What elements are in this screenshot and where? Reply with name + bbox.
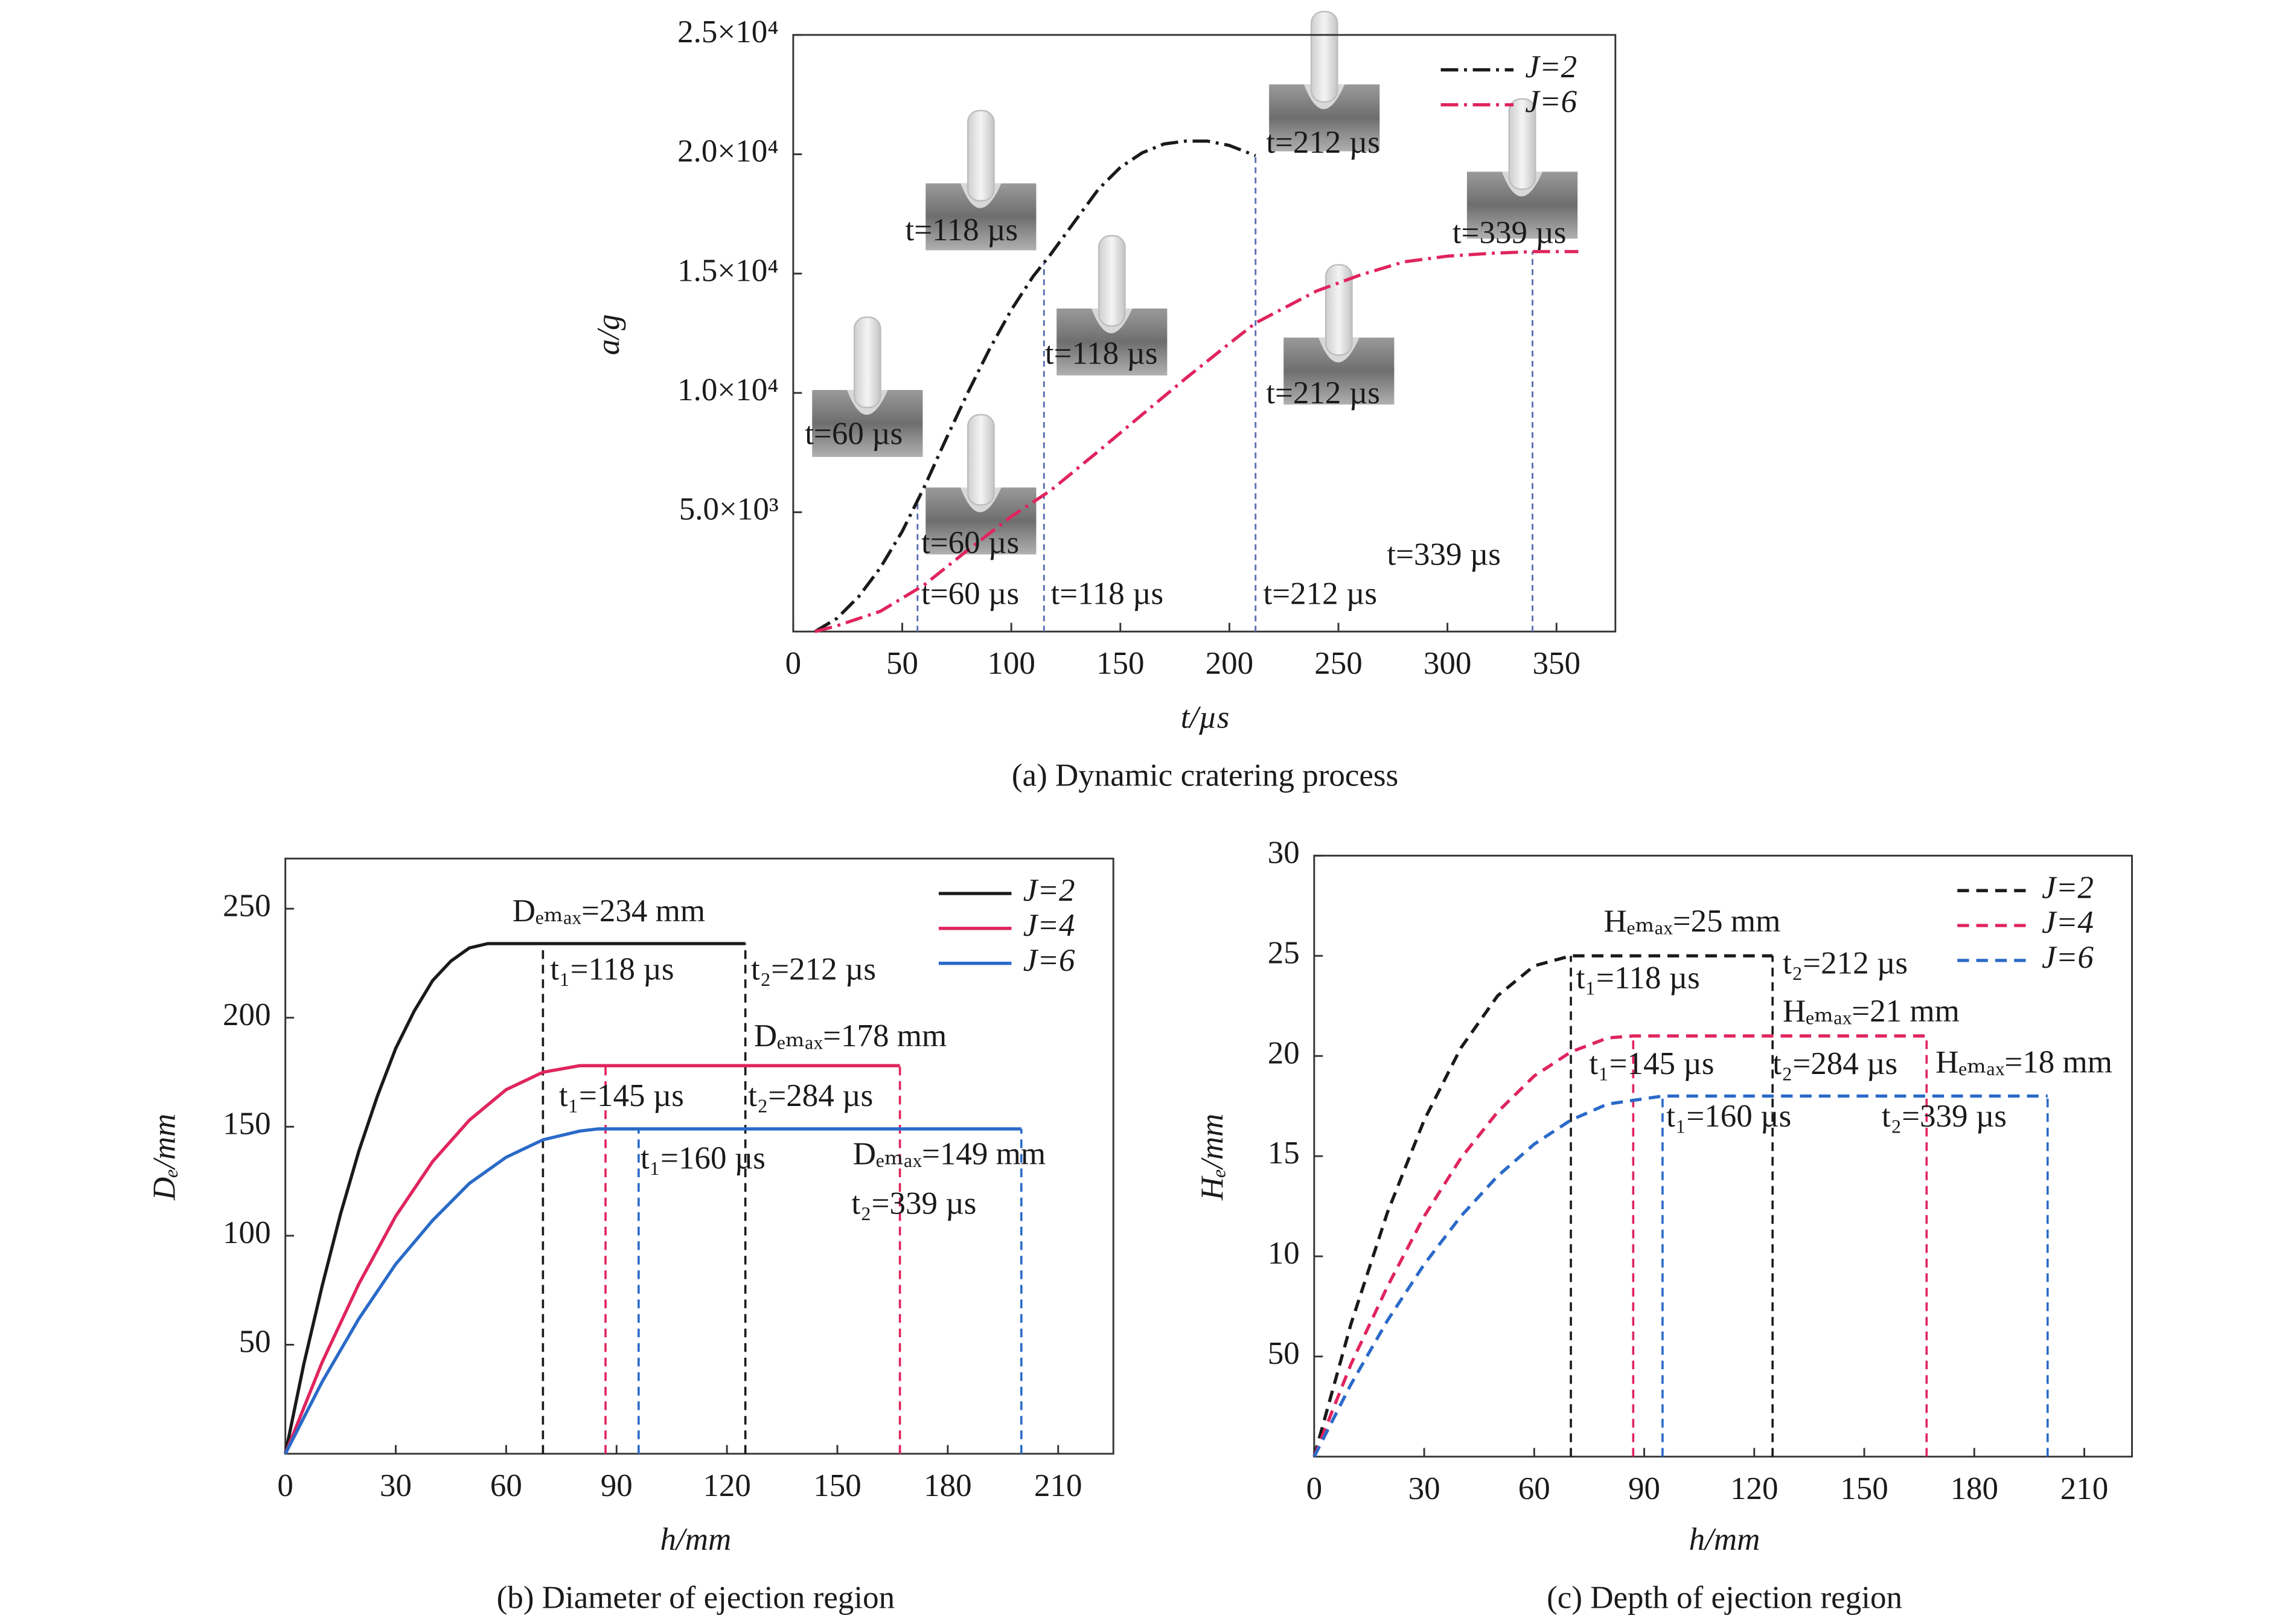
x-tick-label: 60 — [1518, 1471, 1550, 1506]
x-tick-label: 250 — [1314, 646, 1363, 681]
x-tick-label: 120 — [703, 1468, 751, 1503]
annotation: t₂=212 µs — [1783, 946, 1908, 981]
annotation: t=60 µs — [805, 416, 903, 451]
annotation: t=212 µs — [1263, 576, 1377, 611]
y-tick-label: 50 — [1268, 1336, 1300, 1371]
annotation: t=339 µs — [1453, 216, 1567, 251]
annotation: Dₑₘₐₓ=149 mm — [853, 1136, 1046, 1171]
y-tick-label: 2.5×10⁴ — [677, 14, 779, 50]
data-line — [284, 1127, 1021, 1455]
annotation: t=60 µs — [921, 576, 1019, 611]
x-tick-label: 0 — [277, 1468, 293, 1503]
annotation: t=118 µs — [1045, 336, 1158, 371]
y-tick-label: 150 — [223, 1106, 271, 1141]
legend-label: J=2 — [1023, 873, 1075, 908]
annotation: Hₑₘₐₓ=25 mm — [1604, 904, 1781, 939]
x-tick-label: 0 — [1306, 1471, 1323, 1506]
legend-label: J=6 — [1525, 85, 1577, 120]
legend-label: J=2 — [2042, 870, 2094, 905]
annotation: t₁=160 µs — [1666, 1099, 1791, 1134]
annotation: t₂=339 µs — [851, 1186, 976, 1221]
x-tick-label: 90 — [601, 1468, 633, 1503]
x-tick-label: 50 — [886, 646, 918, 681]
y-tick-label: 5.0×10³ — [679, 492, 779, 527]
x-tick-label: 150 — [1840, 1471, 1888, 1506]
annotation: Dₑₘₐₓ=234 mm — [513, 894, 705, 929]
annotation: t₂=284 µs — [1772, 1046, 1897, 1081]
y-tick-label: 50 — [239, 1325, 271, 1360]
x-tick-label: 300 — [1424, 646, 1472, 681]
y-axis-label: Dₑ/mm — [147, 1114, 182, 1201]
annotation: t₁=118 µs — [550, 951, 674, 986]
y-axis-label: a/g — [591, 315, 626, 356]
x-tick-label: 60 — [490, 1468, 522, 1503]
data-line — [1312, 1094, 2048, 1458]
y-tick-label: 10 — [1268, 1236, 1300, 1271]
x-tick-label: 180 — [1951, 1471, 1999, 1506]
legend-label: J=6 — [1023, 943, 1075, 978]
x-tick-label: 210 — [2060, 1471, 2109, 1506]
x-tick-label: 90 — [1628, 1471, 1660, 1506]
annotation: Hₑₘₐₓ=18 mm — [1935, 1045, 2112, 1080]
caption: (c) Depth of ejection region — [1547, 1581, 1902, 1616]
y-tick-label: 30 — [1268, 835, 1300, 870]
x-tick-label: 30 — [380, 1468, 412, 1503]
x-tick-label: 30 — [1408, 1471, 1440, 1506]
y-tick-label: 20 — [1268, 1035, 1300, 1070]
data-line — [814, 250, 1579, 633]
plot-frame — [284, 857, 1114, 1455]
y-tick-label: 200 — [223, 997, 271, 1032]
x-tick-label: 100 — [987, 646, 1035, 681]
annotation: t₁=118 µs — [1576, 961, 1700, 996]
y-tick-label: 15 — [1268, 1136, 1300, 1171]
y-tick-label: 250 — [223, 888, 271, 923]
x-axis-label: h/mm — [660, 1522, 732, 1557]
y-tick-label: 25 — [1268, 935, 1300, 970]
x-tick-label: 150 — [1096, 646, 1145, 681]
y-axis-label: Hₑ/mm — [1195, 1114, 1230, 1201]
caption: (a) Dynamic cratering process — [1012, 758, 1398, 793]
annotation: Hₑₘₐₓ=21 mm — [1783, 994, 1960, 1029]
y-tick-label: 1.5×10⁴ — [677, 253, 779, 288]
annotation: t=339 µs — [1387, 537, 1501, 572]
annotation: t₂=284 µs — [748, 1078, 873, 1113]
annotation: t=118 µs — [906, 213, 1018, 248]
annotation: t₂=339 µs — [1882, 1099, 2007, 1134]
annotation: t₁=145 µs — [559, 1078, 684, 1113]
data-line — [284, 942, 746, 1454]
annotation: t₁=145 µs — [1589, 1046, 1714, 1081]
annotation: t=60 µs — [921, 525, 1019, 560]
annotation: t₁=160 µs — [641, 1141, 765, 1176]
x-tick-label: 210 — [1034, 1468, 1082, 1503]
annotation: t=118 µs — [1051, 576, 1164, 611]
x-tick-label: 180 — [924, 1468, 972, 1503]
x-tick-label: 0 — [785, 646, 802, 681]
legend-label: J=2 — [1525, 50, 1577, 85]
x-axis-label: h/mm — [1689, 1522, 1760, 1557]
x-tick-label: 200 — [1206, 646, 1254, 681]
x-axis-label: t/µs — [1181, 700, 1230, 735]
annotation: t₂=212 µs — [751, 951, 876, 986]
data-line — [814, 139, 1256, 633]
annotation: t=212 µs — [1266, 125, 1380, 160]
legend-label: J=4 — [1023, 908, 1075, 943]
data-line — [284, 1064, 900, 1454]
plot-frame — [792, 34, 1617, 633]
x-tick-label: 120 — [1730, 1471, 1779, 1506]
annotation: Dₑₘₐₓ=178 mm — [754, 1018, 947, 1053]
data-line — [1312, 1034, 1927, 1457]
x-tick-label: 350 — [1532, 646, 1580, 681]
y-tick-label: 1.0×10⁴ — [677, 372, 779, 408]
legend-label: J=4 — [2042, 905, 2094, 940]
annotation: t=212 µs — [1266, 376, 1380, 411]
caption: (b) Diameter of ejection region — [497, 1581, 895, 1616]
plot-frame — [1313, 854, 2133, 1458]
x-tick-label: 150 — [813, 1468, 861, 1503]
data-line — [1312, 954, 1773, 1457]
legend-label: J=6 — [2042, 940, 2094, 975]
y-tick-label: 2.0×10⁴ — [677, 134, 779, 169]
y-tick-label: 100 — [223, 1215, 271, 1250]
